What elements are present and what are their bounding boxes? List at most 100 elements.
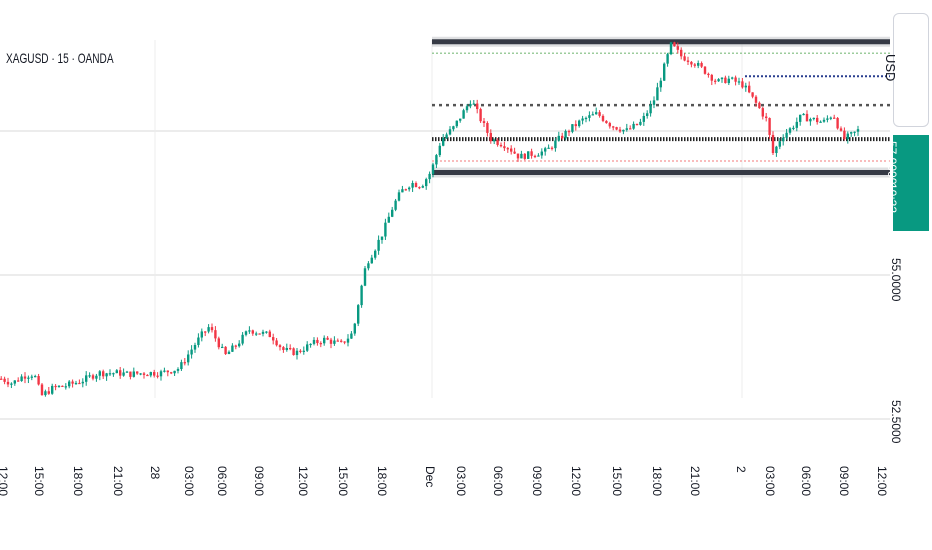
candle-body xyxy=(829,117,832,119)
candle-body xyxy=(132,371,135,377)
candle-body xyxy=(85,375,88,382)
candle-body xyxy=(64,386,67,388)
candle-body xyxy=(95,375,98,379)
candle-body xyxy=(265,331,268,333)
x-tick-label: 15:00 xyxy=(32,466,46,497)
x-tick-label: 15:00 xyxy=(336,466,350,497)
candle-body xyxy=(697,63,700,66)
candle-body xyxy=(727,78,730,84)
candle-body xyxy=(503,146,506,149)
candle-body xyxy=(856,129,860,132)
candle-body xyxy=(493,140,496,142)
candle-body xyxy=(465,106,469,111)
candle-body xyxy=(459,118,462,121)
candle-body xyxy=(224,346,227,355)
candle-body xyxy=(159,371,163,377)
candle-body xyxy=(564,131,567,139)
candle-body xyxy=(598,112,601,116)
candle-body xyxy=(299,350,302,352)
candle-body xyxy=(771,134,775,154)
candle-body xyxy=(659,80,662,88)
x-tick-label: 15:00 xyxy=(610,466,624,497)
candle-body xyxy=(499,144,503,147)
candle-body xyxy=(404,189,407,191)
candle-body xyxy=(819,121,822,123)
candle-body xyxy=(78,382,81,385)
candle-body xyxy=(605,120,608,124)
bar-countdown: 10:22 xyxy=(885,183,899,214)
candle-body xyxy=(54,385,57,388)
candle-body xyxy=(374,250,377,258)
candle-body xyxy=(340,340,343,342)
candle-body xyxy=(47,391,50,394)
candle-body xyxy=(112,373,115,375)
candle-body xyxy=(666,54,669,64)
candle-body xyxy=(646,113,649,116)
candle-body xyxy=(523,153,526,159)
candle-body xyxy=(81,381,84,384)
candle-body xyxy=(129,371,132,377)
candle-body xyxy=(625,128,628,130)
candle-body xyxy=(227,351,231,355)
candle-body xyxy=(758,102,761,109)
candle-body xyxy=(737,81,741,83)
candle-body xyxy=(710,74,713,81)
candle-body xyxy=(353,323,356,334)
x-tick-label: 06:00 xyxy=(491,466,505,497)
candle-body xyxy=(149,372,152,376)
candle-body xyxy=(136,371,139,374)
candle-body xyxy=(289,348,292,350)
candle-body xyxy=(261,331,265,334)
candle-body xyxy=(510,148,513,152)
candle-body xyxy=(724,77,727,84)
x-tick-label: 21:00 xyxy=(688,466,702,497)
candle-body xyxy=(578,120,581,127)
candle-body xyxy=(547,147,550,149)
candle-body xyxy=(843,130,846,140)
candle-body xyxy=(23,376,27,379)
candle-body xyxy=(282,347,285,350)
x-tick-label: 06:00 xyxy=(799,466,813,497)
x-tick-label: 03:00 xyxy=(763,466,777,497)
candle-body xyxy=(571,124,574,132)
candle-body xyxy=(639,121,642,125)
candle-body xyxy=(853,131,856,133)
candle-body xyxy=(778,141,781,147)
candle-body xyxy=(51,385,54,394)
candle-body xyxy=(455,120,458,127)
candle-body xyxy=(187,354,190,363)
candle-body xyxy=(826,118,829,120)
candle-body xyxy=(765,116,768,119)
candle-body xyxy=(754,96,758,103)
candle-body xyxy=(173,370,176,374)
candle-body xyxy=(428,173,431,180)
candle-body xyxy=(384,222,387,237)
candle-body xyxy=(629,128,632,130)
candle-body xyxy=(550,147,554,149)
candle-body xyxy=(275,340,278,346)
candle-body xyxy=(156,375,159,377)
candle-body xyxy=(119,370,122,376)
candle-body xyxy=(30,376,33,378)
candle-body xyxy=(612,126,615,128)
candle-body xyxy=(312,339,316,344)
candle-body xyxy=(350,333,353,339)
candle-body xyxy=(363,268,367,286)
currency-selector[interactable]: USD xyxy=(883,13,929,127)
candle-body xyxy=(200,331,203,338)
candle-body xyxy=(469,103,472,107)
candle-body xyxy=(839,128,843,131)
candle-body xyxy=(782,137,785,142)
y-tick-label: 55.0000 xyxy=(889,258,903,302)
candle-body xyxy=(326,337,329,340)
x-tick-label: 18:00 xyxy=(650,466,664,497)
x-tick-label: 12:00 xyxy=(0,466,10,497)
candle-body xyxy=(401,189,404,193)
candle-body xyxy=(180,362,183,370)
candle-body xyxy=(462,110,465,119)
candle-body xyxy=(105,373,108,377)
candle-body xyxy=(836,117,839,129)
candle-body xyxy=(591,114,594,116)
candle-body xyxy=(268,331,271,338)
